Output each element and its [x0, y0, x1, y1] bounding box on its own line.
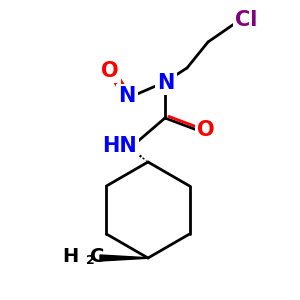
- Text: O: O: [197, 120, 215, 140]
- Text: 2: 2: [85, 254, 94, 268]
- Text: N: N: [157, 73, 175, 93]
- Text: N: N: [118, 86, 136, 106]
- Text: C: C: [90, 248, 104, 266]
- Text: HN: HN: [103, 136, 137, 156]
- Text: O: O: [101, 61, 119, 81]
- Text: Cl: Cl: [235, 10, 257, 30]
- Text: H: H: [62, 248, 78, 266]
- Polygon shape: [100, 255, 148, 261]
